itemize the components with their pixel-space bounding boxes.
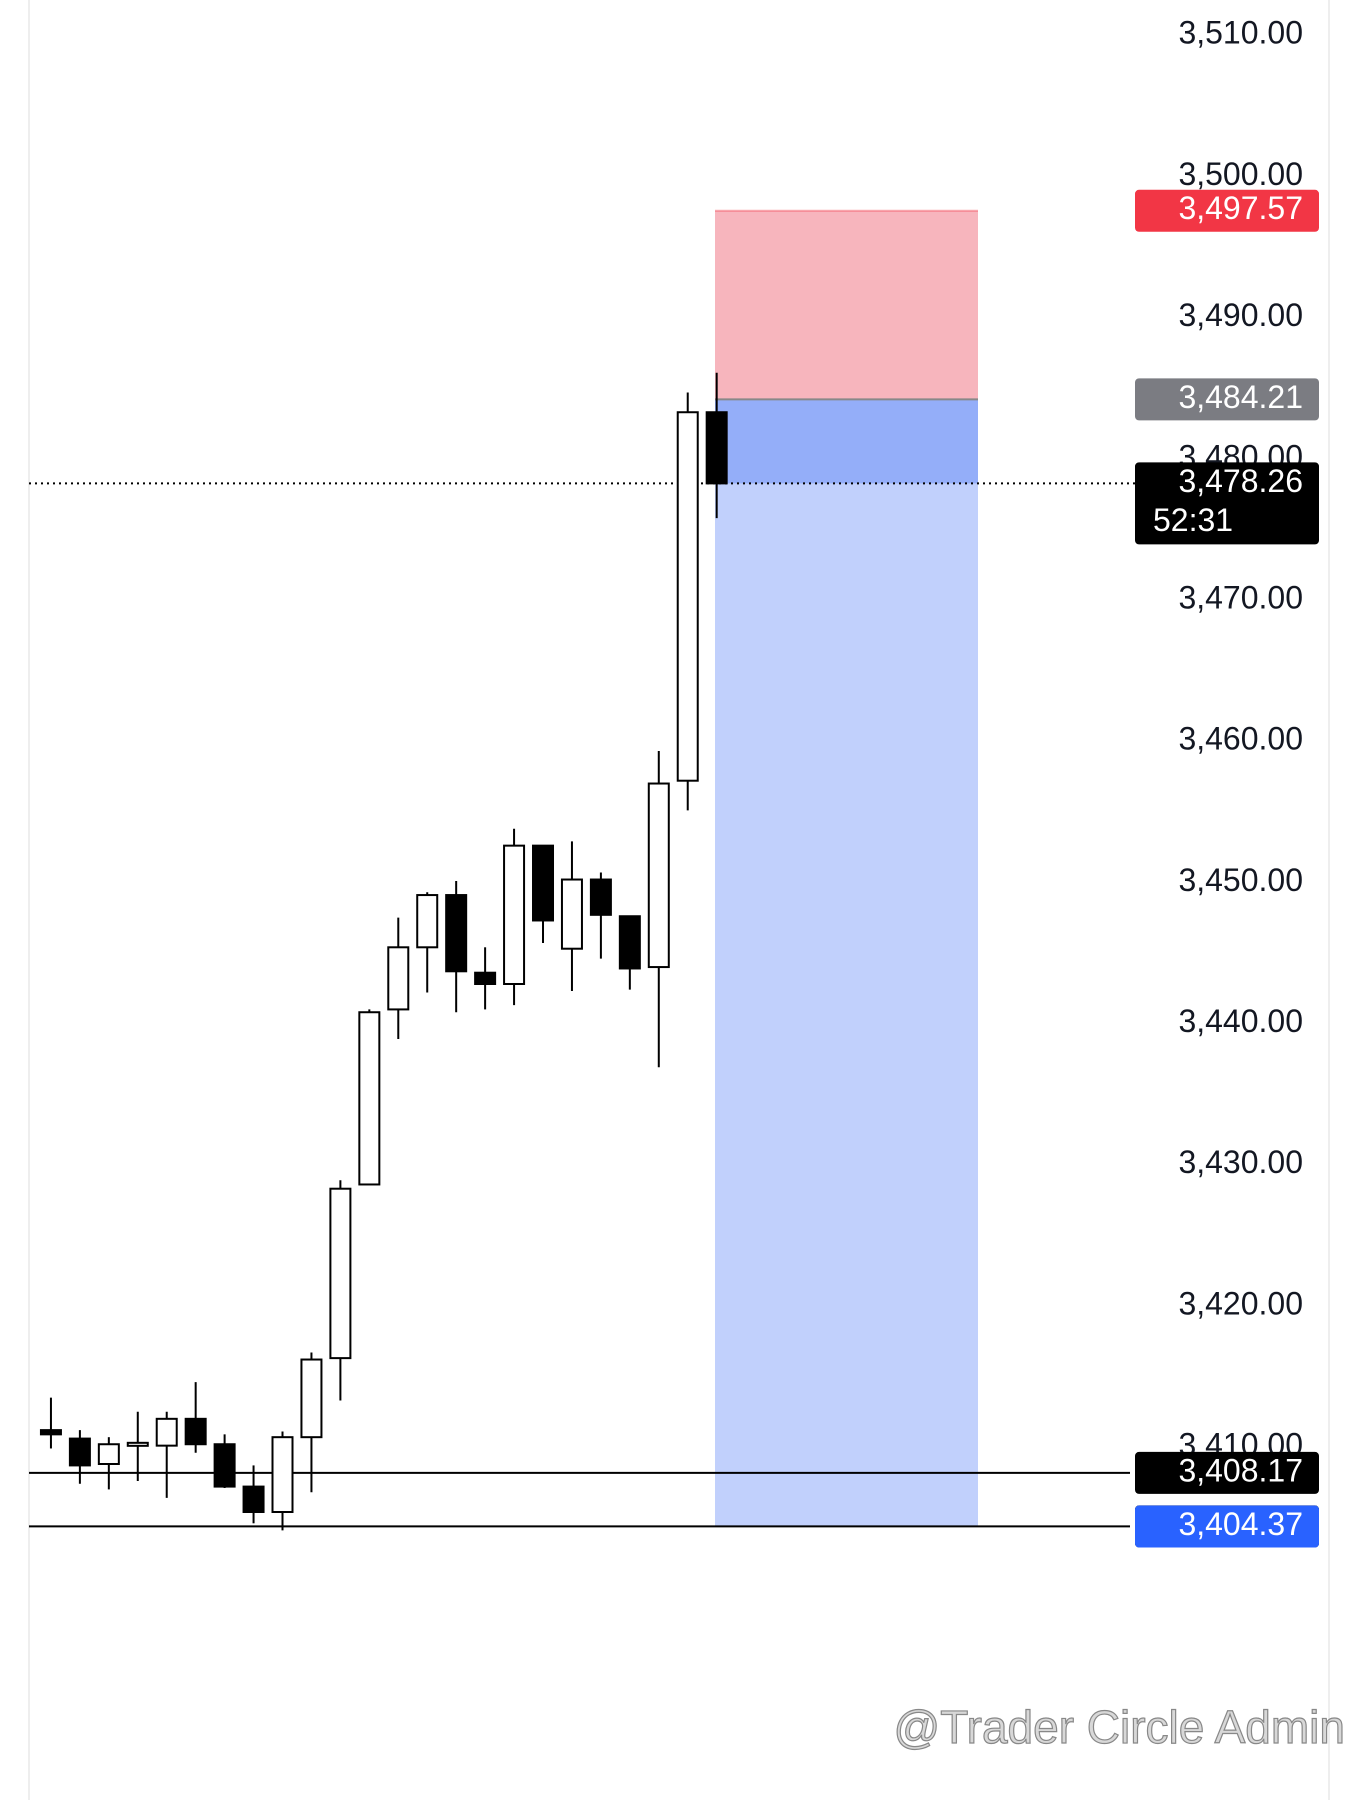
current-price-label: 3,478.26 xyxy=(1178,463,1303,499)
entry-label-box xyxy=(1135,378,1319,421)
candle-body xyxy=(184,1417,207,1446)
y-tick-label: 3,430.00 xyxy=(1178,1144,1303,1180)
y-tick-label: 3,490.00 xyxy=(1178,297,1303,333)
entry-label: 3,484.21 xyxy=(1178,379,1303,415)
candle-body xyxy=(68,1437,91,1467)
target-filled xyxy=(715,399,978,484)
y-tick-label: 3,420.00 xyxy=(1178,1285,1303,1321)
candle-body xyxy=(676,411,699,782)
candle-body xyxy=(705,411,728,485)
candle-body xyxy=(589,878,612,916)
candle-body xyxy=(271,1436,294,1514)
candle-body xyxy=(242,1485,265,1514)
candle-body xyxy=(126,1441,149,1447)
target-label: 3,404.37 xyxy=(1178,1506,1303,1542)
candle-body xyxy=(503,844,526,985)
y-tick-label: 3,440.00 xyxy=(1178,1003,1303,1039)
y-tick-label: 3,510.00 xyxy=(1178,15,1303,51)
level-label: 3,408.17 xyxy=(1178,1452,1303,1488)
candle-body xyxy=(387,946,410,1011)
candle-body xyxy=(358,1011,381,1186)
current-price-label-box xyxy=(1135,462,1319,545)
candle-body xyxy=(329,1187,352,1360)
watermark: @Trader Circle Admin xyxy=(894,1701,1345,1753)
candle-body xyxy=(155,1417,178,1447)
candle-body xyxy=(300,1358,323,1439)
candle-body xyxy=(213,1443,236,1488)
y-tick-label: 3,450.00 xyxy=(1178,862,1303,898)
candle-body xyxy=(532,844,555,922)
candle-body xyxy=(416,894,439,949)
candle-body xyxy=(97,1443,120,1466)
y-tick-label: 3,500.00 xyxy=(1178,156,1303,192)
countdown: 52:31 xyxy=(1153,502,1233,538)
stop-label-box xyxy=(1135,189,1319,232)
candle-body xyxy=(39,1429,62,1436)
candle-body xyxy=(647,782,670,969)
stop-zone xyxy=(715,210,978,400)
candle-body xyxy=(560,878,583,950)
y-tick-label: 3,460.00 xyxy=(1178,721,1303,757)
y-tick-label: 3,470.00 xyxy=(1178,579,1303,615)
candle-body xyxy=(618,915,641,970)
target-label-box xyxy=(1135,1505,1319,1548)
target-zone xyxy=(715,399,978,1527)
level-label-box xyxy=(1135,1451,1319,1494)
candle-body xyxy=(445,894,468,973)
stop-label: 3,497.57 xyxy=(1178,190,1303,226)
candle-body xyxy=(474,971,497,985)
